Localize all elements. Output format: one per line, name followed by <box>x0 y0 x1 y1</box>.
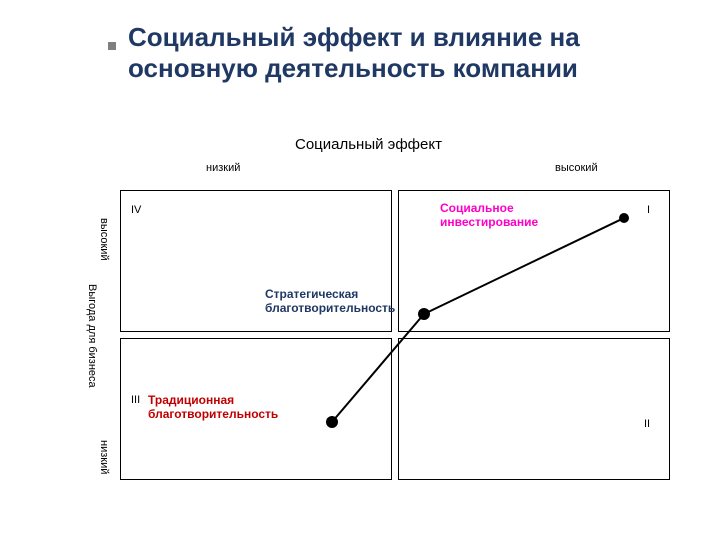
title-bullet <box>108 42 116 50</box>
label-traditional: Традиционная благотворительность <box>148 394 318 422</box>
x-axis-title: Социальный эффект <box>295 136 442 153</box>
y-axis-title: Выгода для бизнеса <box>86 284 98 388</box>
roman-iv: IV <box>131 204 141 216</box>
roman-ii: II <box>644 418 650 430</box>
slide-title: Социальный эффект и влияние на основную … <box>128 22 688 84</box>
y-axis-low-label: низкий <box>98 440 110 474</box>
y-axis-high-label: высокий <box>98 218 110 261</box>
label-strategic: Стратегическая благотворительность <box>265 288 435 316</box>
roman-i: I <box>647 204 650 216</box>
point-traditional <box>326 416 338 428</box>
slide: { "title": { "text": "Социальный эффект … <box>0 0 720 540</box>
label-social-investment: Социальное инвестирование <box>440 202 600 230</box>
x-axis-low-label: низкий <box>206 162 240 174</box>
quadrant-ii <box>398 338 670 480</box>
point-social-investment <box>619 213 629 223</box>
x-axis-high-label: высокий <box>555 162 598 174</box>
roman-iii: III <box>131 394 140 406</box>
